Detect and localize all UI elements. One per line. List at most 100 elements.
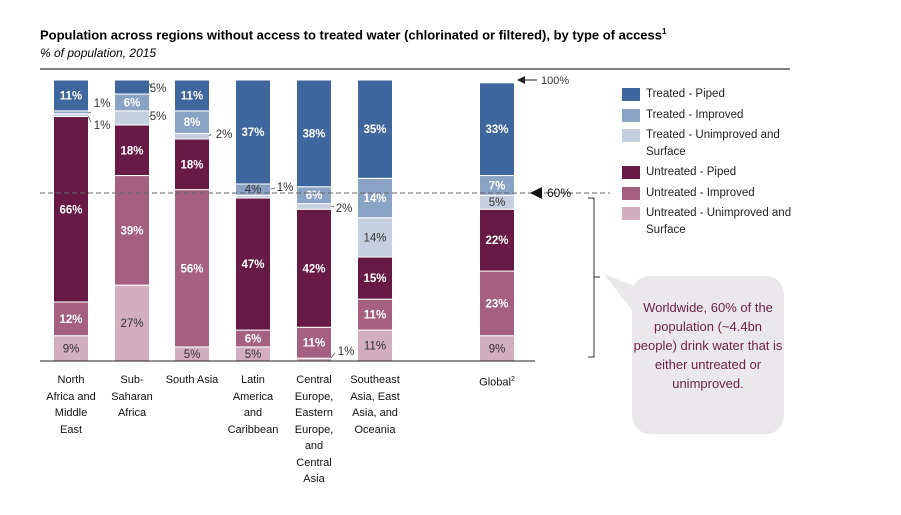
bar-value-label: 37%	[241, 127, 264, 139]
label-leader-line	[87, 115, 92, 123]
bar-segment	[357, 256, 393, 300]
bar-value-label: 2%	[216, 129, 233, 141]
legend: Treated - Piped Treated - Improved Treated…	[622, 86, 797, 242]
bar-segment	[296, 208, 332, 328]
bar-value-label: 33%	[485, 124, 508, 136]
legend-item: Untreated - Unimproved and Surface	[622, 205, 797, 238]
legend-swatch	[622, 207, 640, 220]
arrow-left-icon	[517, 76, 525, 84]
bar-value-label: 9%	[63, 343, 80, 355]
bar-value-label: 1%	[94, 98, 111, 110]
bar-value-label: 5%	[245, 349, 262, 361]
bar-segment	[114, 284, 150, 362]
bars-layer	[53, 79, 515, 362]
marker-60-label: 60%	[547, 186, 571, 200]
bar-value-label: 11%	[303, 338, 325, 350]
bar-value-label: 42%	[302, 263, 325, 275]
bar-value-label: 11%	[60, 90, 82, 102]
bar-value-label: 23%	[485, 298, 508, 310]
bar-segment	[357, 217, 393, 258]
bar-value-label: 56%	[180, 263, 203, 275]
bar-value-label: 5%	[489, 197, 506, 209]
bar-value-label: 22%	[485, 235, 508, 247]
bar-value-label: 9%	[489, 343, 506, 355]
legend-item: Untreated - Improved	[622, 185, 797, 202]
chart-title: Population across regions without access…	[40, 27, 667, 43]
legend-item: Untreated - Piped	[622, 164, 797, 181]
bar-value-label: 18%	[180, 159, 203, 171]
bar-value-label: 27%	[120, 318, 143, 330]
bar-segment	[479, 270, 515, 337]
bar-value-label: 39%	[120, 225, 143, 237]
bar-value-label: 14%	[363, 193, 386, 205]
bar-value-label: 11%	[364, 341, 386, 353]
x-tick-label: Southeast Asia, East Asia, and Oceania	[350, 374, 400, 436]
callout-text: Worldwide, 60% of the population (~4.4bn…	[633, 300, 783, 391]
bar-value-label: 6%	[245, 334, 262, 346]
legend-swatch	[622, 166, 640, 179]
bar-segment	[174, 138, 210, 191]
bar-value-label: 5%	[150, 111, 167, 123]
title-footnote: 1	[662, 27, 667, 36]
bar-value-label: 7%	[489, 180, 506, 192]
bar-value-label: 18%	[120, 145, 143, 157]
label-leader-line	[148, 115, 152, 118]
bracket-60	[588, 197, 600, 358]
bar-value-label: 47%	[241, 259, 264, 271]
x-tick-label: Latin America and Caribbean	[227, 374, 279, 436]
bar-value-label: 4%	[245, 184, 262, 196]
label-leader-line	[208, 133, 212, 137]
legend-swatch	[622, 186, 640, 200]
bar-segment	[479, 208, 515, 272]
bar-value-label: 12%	[59, 314, 82, 326]
bar-value-label: 8%	[184, 117, 201, 129]
bar-segment	[114, 79, 150, 95]
legend-swatch	[622, 129, 640, 142]
legend-label: Untreated - Unimproved and Surface	[646, 207, 792, 236]
bar-segment	[357, 177, 393, 219]
legend-label: Treated - Piped	[646, 88, 725, 100]
x-tick-label: North Africa and Middle East	[46, 374, 96, 436]
bar-value-label: 66%	[59, 204, 82, 216]
x-tick-label: Global2	[479, 376, 515, 389]
bar-segment	[296, 79, 332, 188]
label-leader-line	[330, 352, 336, 359]
label-leader-line	[87, 111, 92, 114]
label-leader-line	[148, 83, 152, 88]
marker-60: 60%	[530, 186, 571, 200]
triangle-left-icon	[530, 187, 542, 199]
bar-segment	[235, 79, 271, 185]
bar-value-label: 1%	[94, 120, 111, 132]
legend-swatch	[622, 108, 640, 122]
x-tick-label: South Asia	[165, 374, 219, 386]
legend-label: Untreated - Piped	[646, 166, 737, 178]
callout-box: Worldwide, 60% of the population (~4.4bn…	[632, 276, 784, 434]
legend-label: Treated - Improved	[646, 108, 744, 121]
legend-item: Treated - Improved	[622, 107, 797, 124]
bar-value-label: 6%	[306, 190, 323, 202]
bar-segment	[235, 197, 271, 331]
bar-value-label: 14%	[363, 232, 386, 244]
bar-segment	[53, 79, 89, 112]
bar-segment	[174, 132, 210, 140]
bar-value-label: 11%	[181, 90, 203, 102]
bar-value-label: 1%	[338, 346, 355, 358]
bar-value-label: 15%	[363, 273, 386, 285]
legend-swatch	[622, 88, 640, 101]
label-leader-line	[270, 187, 276, 190]
label-leader-line	[330, 205, 335, 208]
bar-value-label: 5%	[150, 83, 167, 95]
bar-value-label: 5%	[184, 349, 201, 361]
x-tick-label: Central Europe, Eastern Europe, and Central As…	[294, 374, 334, 485]
bar-segment	[296, 203, 332, 210]
bar-segment	[357, 79, 393, 179]
x-tick-label: Sub- Saharan Africa	[111, 374, 153, 419]
bar-segment	[53, 116, 89, 303]
legend-label: Treated - Unimproved and Surface	[646, 129, 780, 158]
legend-item: Treated - Unimproved and Surface	[622, 127, 797, 160]
legend-item: Treated - Piped	[622, 86, 797, 103]
bar-value-label: 2%	[336, 203, 353, 215]
bar-segment	[296, 326, 332, 359]
bar-segment	[479, 82, 515, 177]
bar-value-label: 11%	[364, 310, 386, 322]
